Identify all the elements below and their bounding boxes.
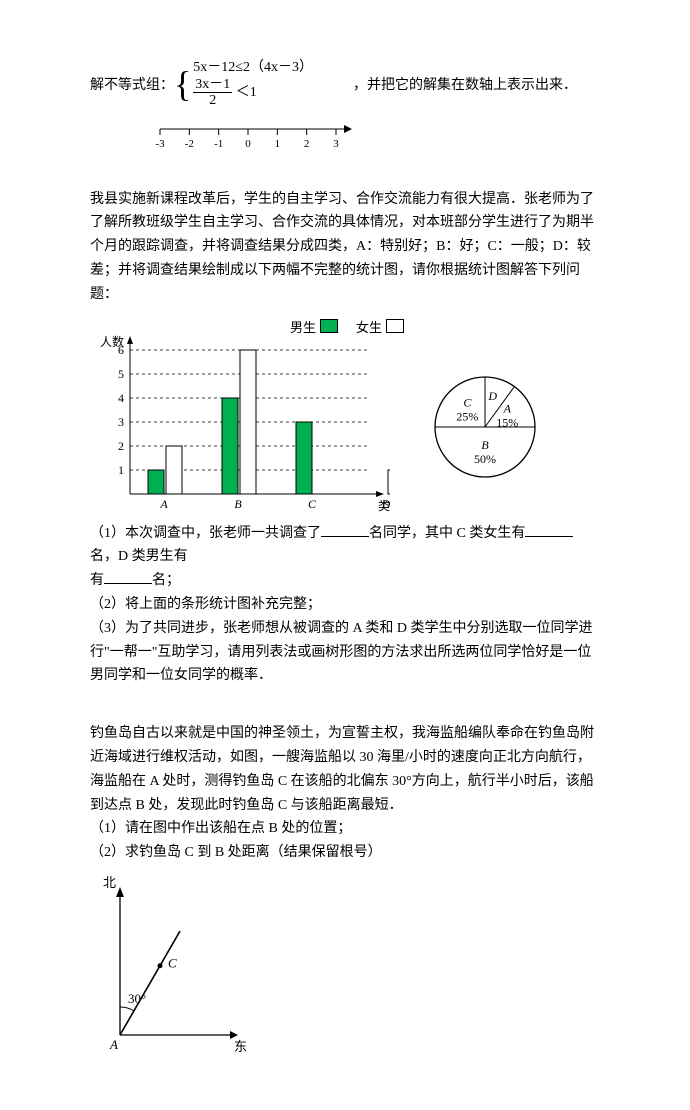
q2-item1: （1）本次调查中，张老师一共调查了 名同学，其中 C 类女生有名，D 类男生有 有… (90, 522, 600, 593)
q2-i1c: 名，D 类男生有 (90, 549, 188, 564)
frac-num: 3x－1 (193, 77, 232, 93)
svg-text:D: D (381, 497, 390, 511)
q2-item3: （3）为了共同进步，张老师想从被调查的 A 类和 D 类学生中分别选取一位同学进… (90, 617, 600, 688)
svg-text:50%: 50% (474, 452, 496, 466)
svg-text:30°: 30° (128, 991, 146, 1006)
pie-chart: DA15% B50% C25% (420, 362, 550, 492)
number-line: -3 -2 -1 0 1 2 3 (150, 117, 600, 158)
svg-text:6: 6 (118, 343, 124, 357)
ineq-line2: 3x－1 2 ＜1 (193, 77, 313, 109)
svg-text:2: 2 (118, 439, 124, 453)
svg-text:25%: 25% (456, 409, 478, 423)
ineq-line1: 5x－12≤2（4x－3） (193, 60, 313, 77)
q1-block: 解不等式组： { 5x－12≤2（4x－3） 3x－1 2 ＜1 ，并把它的解集… (90, 60, 600, 158)
svg-text:A: A (159, 497, 168, 511)
svg-text:北: 北 (103, 875, 116, 890)
svg-text:1: 1 (118, 463, 124, 477)
q3-block: 钓鱼岛自古以来就是中国的神圣领土，为宣誓主权，我海监船编队奉命在钓鱼岛附近海域进… (90, 722, 600, 1070)
q2-i1a: （1）本次调查中，张老师一共调查了 (90, 526, 321, 541)
svg-text:5: 5 (118, 367, 124, 381)
svg-text:15%: 15% (496, 415, 518, 429)
svg-text:-1: -1 (214, 138, 223, 150)
q3-item2: （2）求钓鱼岛 C 到 B 处距离（结果保留根号） (90, 841, 600, 865)
svg-text:A: A (503, 401, 512, 415)
compass-svg: 北东 A C 30° (90, 875, 250, 1065)
q2-para: 我县实施新课程改革后，学生的自主学习、合作交流能力有很大提高．张老师为了了解所教… (90, 188, 600, 307)
svg-text:C: C (168, 956, 177, 971)
chart-row: 人数类别123456ABCD DA15%B50%C25% (90, 332, 600, 522)
q1-suffix: ，并把它的解集在数轴上表示出来． (353, 74, 577, 94)
lt-one: ＜1 (236, 85, 257, 100)
q2-i1d: 名； (152, 573, 180, 588)
q2-i1d-prefix: 有 (90, 573, 104, 588)
q3-item1: （1）请在图中作出该船在点 B 处的位置； (90, 817, 600, 841)
number-line-svg: -3 -2 -1 0 1 2 3 (150, 117, 360, 153)
svg-text:东: 东 (234, 1039, 247, 1054)
q1-text: 解不等式组： { 5x－12≤2（4x－3） 3x－1 2 ＜1 ，并把它的解集… (90, 60, 600, 109)
svg-text:B: B (234, 497, 242, 511)
system-of-inequalities: 5x－12≤2（4x－3） 3x－1 2 ＜1 (193, 60, 313, 109)
blank-3 (104, 569, 152, 584)
svg-text:1: 1 (275, 138, 281, 150)
q2-block: 我县实施新课程改革后，学生的自主学习、合作交流能力有很大提高．张老师为了了解所教… (90, 188, 600, 689)
svg-text:B: B (481, 438, 489, 452)
q2-item2: （2）将上面的条形统计图补充完整； (90, 593, 600, 617)
brace-icon: { (174, 70, 193, 99)
q2-i1b: 名同学，其中 C 类女生有 (369, 526, 525, 541)
svg-text:A: A (109, 1037, 118, 1052)
blank-2 (525, 522, 573, 537)
svg-text:-2: -2 (185, 138, 194, 150)
frac-den: 2 (193, 93, 232, 108)
svg-text:4: 4 (118, 391, 124, 405)
fraction: 3x－1 2 (193, 77, 232, 109)
bar-chart: 人数类别123456ABCD (90, 332, 390, 522)
compass-diagram: 北东 A C 30° (90, 875, 600, 1070)
svg-text:3: 3 (333, 138, 339, 150)
blank-1 (321, 522, 369, 537)
svg-text:D: D (487, 389, 497, 403)
q3-para: 钓鱼岛自古以来就是中国的神圣领土，为宣誓主权，我海监船编队奉命在钓鱼岛附近海域进… (90, 722, 600, 817)
svg-text:0: 0 (245, 138, 251, 150)
svg-text:C: C (463, 395, 472, 409)
svg-text:-3: -3 (155, 138, 165, 150)
svg-text:C: C (308, 497, 317, 511)
q1-prefix: 解不等式组： (90, 74, 174, 94)
svg-text:3: 3 (118, 415, 124, 429)
svg-text:2: 2 (304, 138, 310, 150)
